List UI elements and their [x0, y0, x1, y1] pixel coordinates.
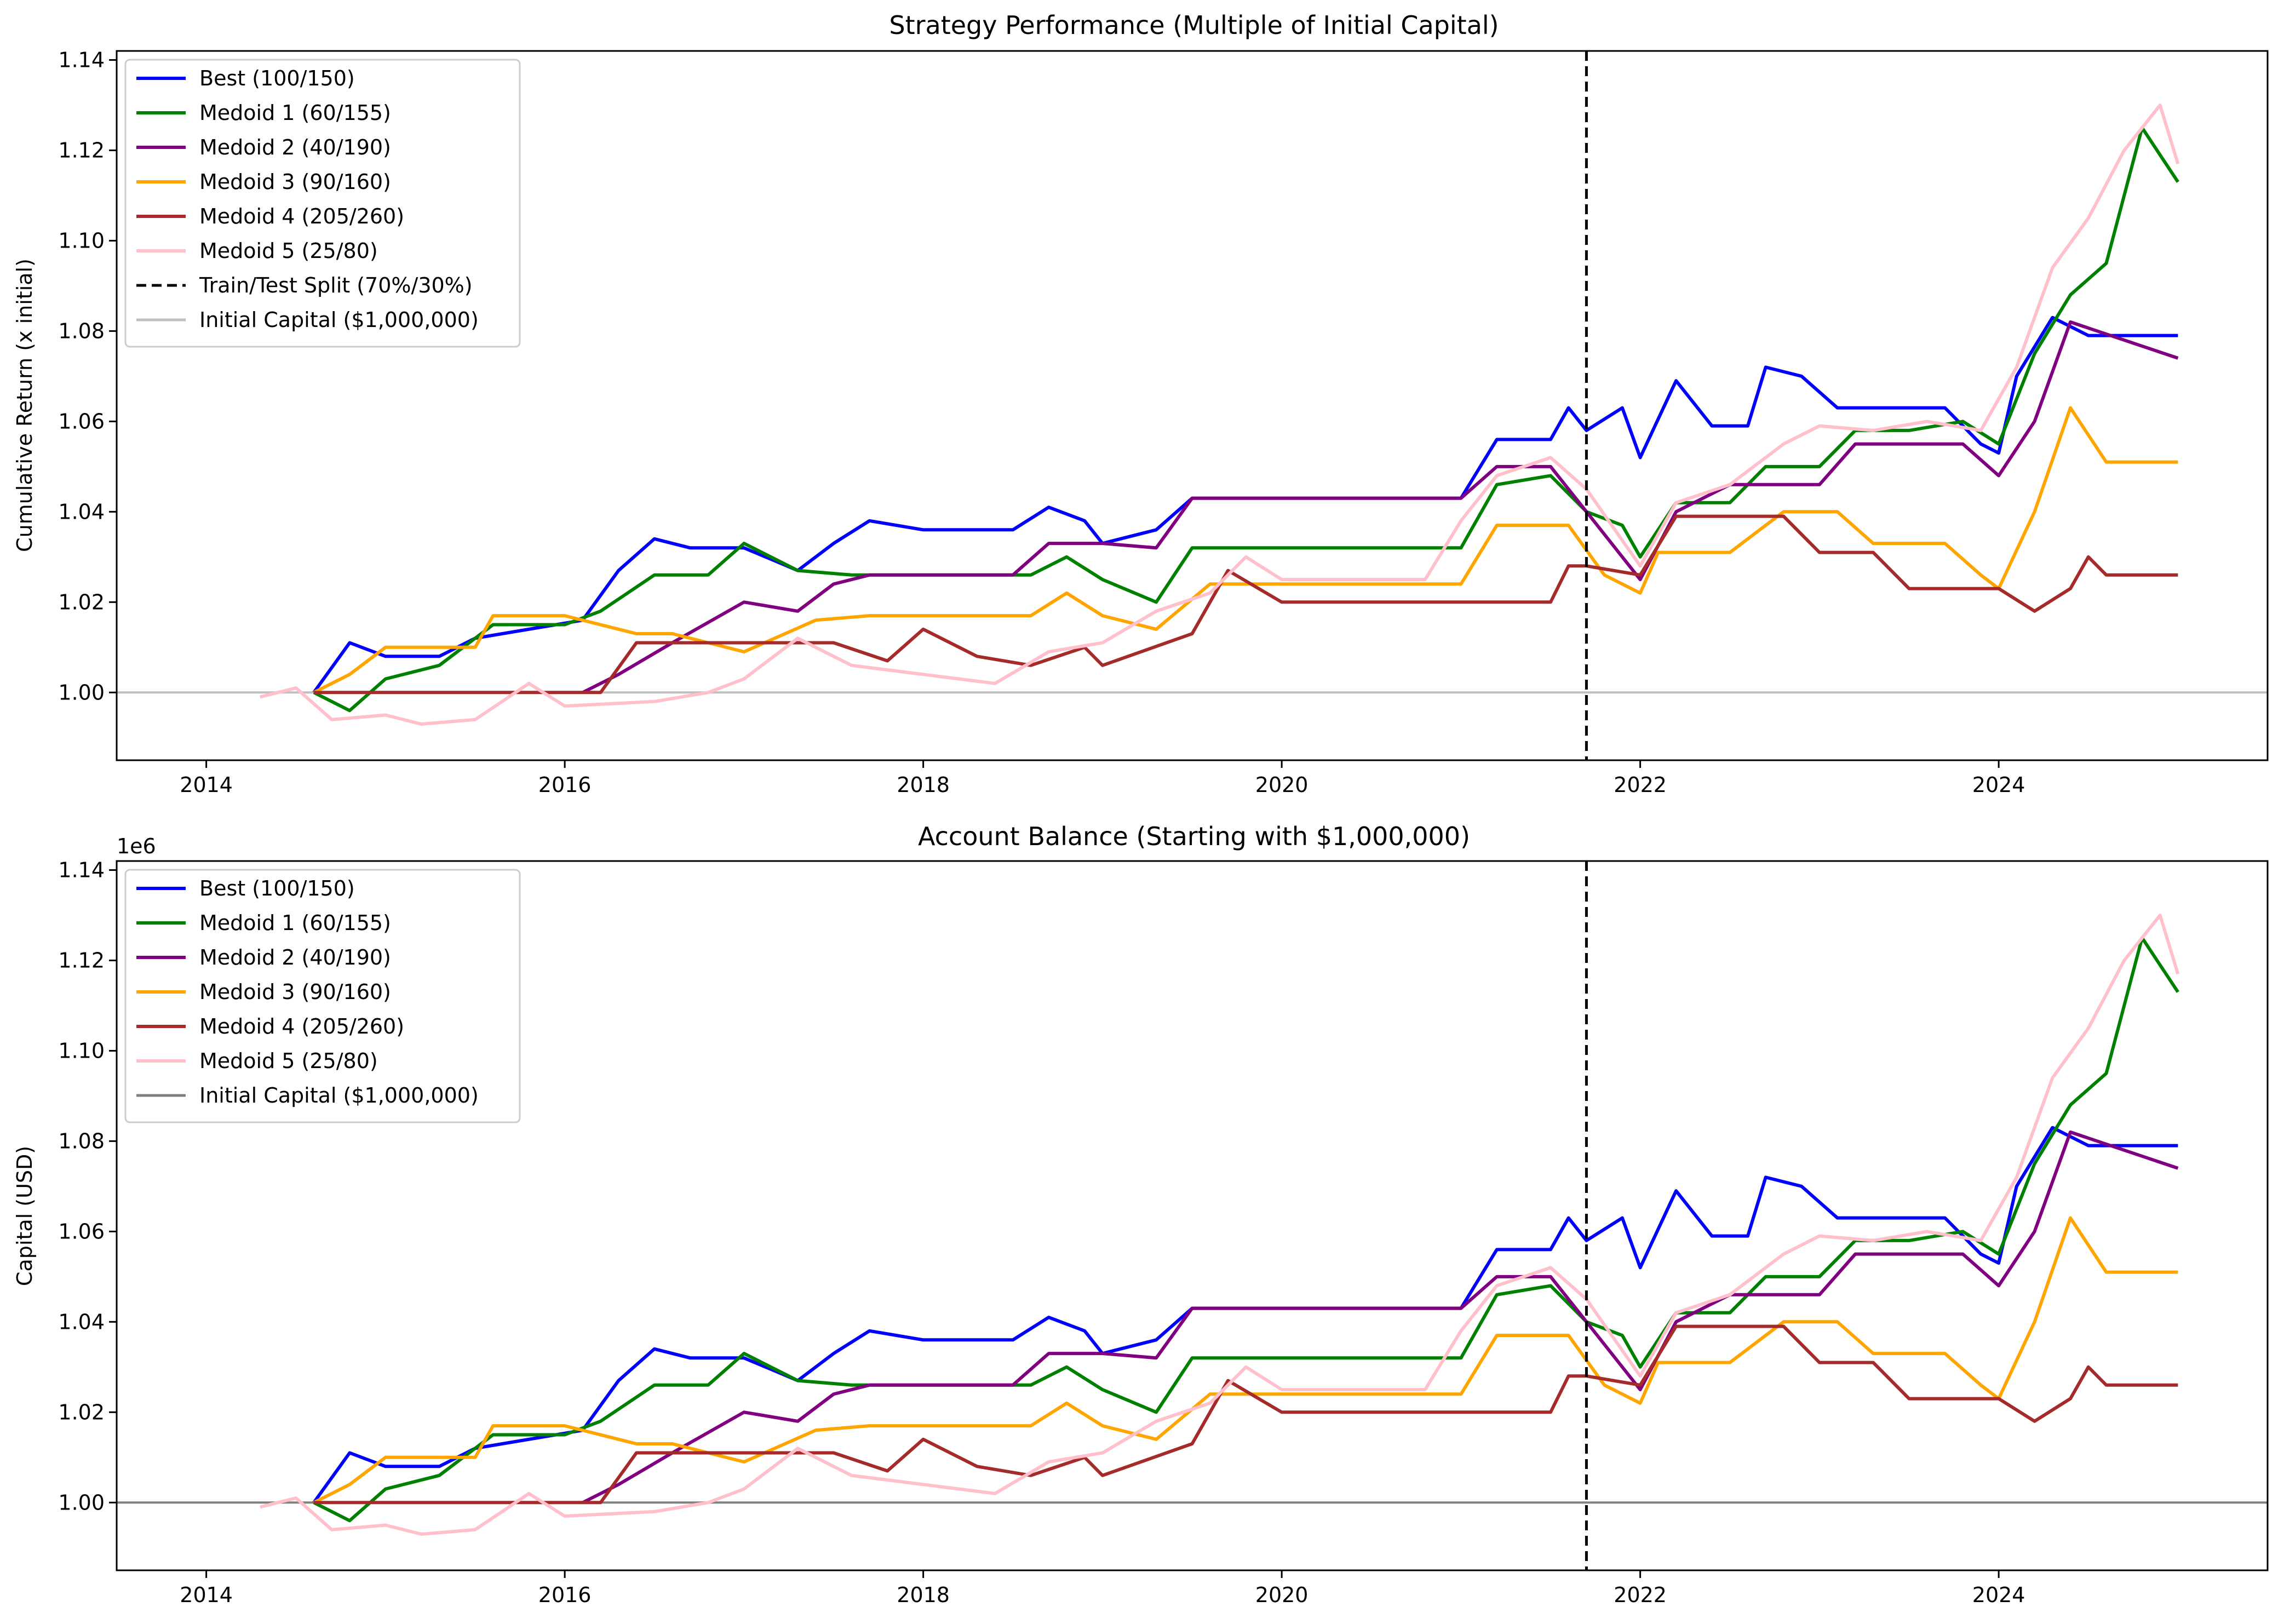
- bottom-series-line-medoid-4-205-260: [314, 1324, 2178, 1505]
- top-chart-lines: [117, 51, 2268, 760]
- bottom-x-tick-label: 2022: [1614, 1583, 1667, 1607]
- bottom-legend-label-medoid-1-60-155: Medoid 1 (60/155): [199, 911, 391, 935]
- bottom-chart-legend: Best (100/150) Medoid 1 (60/155) Medoid 2 …: [124, 869, 521, 1123]
- top-legend-label-initial-capital-1-000-000: Initial Capital ($1,000,000): [199, 308, 479, 332]
- top-chart-title: Strategy Performance (Multiple of Initia…: [889, 10, 1499, 40]
- bottom-y-tick-label: 1.12: [58, 948, 105, 972]
- top-x-tick-label: 2022: [1614, 773, 1667, 797]
- top-y-tick-label: 1.00: [58, 680, 105, 704]
- top-x-tick-label: 2020: [1255, 773, 1309, 797]
- bottom-x-tick-label: 2016: [538, 1583, 592, 1607]
- top-legend-box: [124, 59, 521, 348]
- top-y-tick-label: 1.02: [58, 590, 105, 614]
- bottom-chart-panel: Account Balance (Starting with $1,000,00…: [13, 822, 2269, 1607]
- bottom-y-tick-label: 1.08: [58, 1129, 105, 1153]
- top-x-tick-label: 2016: [538, 773, 592, 797]
- top-legend-label-train-test-split-70-30: Train/Test Split (70%/30%): [199, 273, 473, 297]
- top-x-tick-label: 2018: [897, 773, 950, 797]
- top-y-tick-label: 1.10: [58, 228, 105, 253]
- bottom-y-tick-label: 1.06: [58, 1219, 105, 1243]
- bottom-chart-lines: [117, 861, 2268, 1570]
- top-x-tick-label: 2024: [1972, 773, 2025, 797]
- bottom-legend-label-medoid-4-205-260: Medoid 4 (205/260): [199, 1014, 404, 1038]
- bottom-chart-plot-area: 2014 2016 2018 2020 2022 2024 1.00 1.02 1.04 1.06…: [58, 858, 2268, 1607]
- bottom-series-line-medoid-5-25-80: [260, 914, 2180, 1536]
- top-y-tick-label: 1.08: [58, 319, 105, 343]
- bottom-legend-label-medoid-3-90-160: Medoid 3 (90/160): [199, 980, 391, 1004]
- top-y-tick-label: 1.06: [58, 409, 105, 433]
- bottom-chart-title: Account Balance (Starting with $1,000,00…: [918, 822, 1470, 851]
- bottom-chart-offset-label: 1e6: [117, 834, 156, 858]
- bottom-y-tick-label: 1.04: [58, 1310, 105, 1334]
- top-y-tick-label: 1.14: [58, 48, 105, 72]
- top-chart-frame: [116, 50, 2269, 761]
- top-legend-label-medoid-3-90-160: Medoid 3 (90/160): [199, 170, 391, 194]
- top-series-line-medoid-2-40-190: [582, 320, 2179, 694]
- bottom-legend-label-best-100-150: Best (100/150): [199, 876, 355, 900]
- bottom-y-tick-label: 1.02: [58, 1400, 105, 1424]
- bottom-y-tick-label: 1.14: [58, 858, 105, 882]
- top-chart-panel: Strategy Performance (Multiple of Initia…: [13, 10, 2269, 797]
- bottom-y-tick-label: 1.10: [58, 1038, 105, 1063]
- top-y-tick-label: 1.04: [58, 500, 105, 524]
- top-legend-label-medoid-1-60-155: Medoid 1 (60/155): [199, 101, 391, 125]
- bottom-x-tick-label: 2018: [897, 1583, 950, 1607]
- bottom-legend-label-medoid-5-25-80: Medoid 5 (25/80): [199, 1049, 378, 1073]
- top-y-tick-label: 1.12: [58, 138, 105, 162]
- bottom-x-tick-label: 2024: [1972, 1583, 2025, 1607]
- top-series-line-medoid-1-60-155: [313, 126, 2179, 713]
- bottom-y-tick-label: 1.00: [58, 1490, 105, 1514]
- top-legend-label-medoid-5-25-80: Medoid 5 (25/80): [199, 239, 378, 263]
- top-series-line-medoid-4-205-260: [314, 514, 2178, 695]
- top-series-line-medoid-3-90-160: [313, 406, 2178, 694]
- top-chart-legend: Best (100/150) Medoid 1 (60/155) Medoid 2 …: [124, 59, 521, 348]
- bottom-series-line-medoid-1-60-155: [313, 936, 2179, 1523]
- bottom-series-line-medoid-3-90-160: [313, 1216, 2178, 1504]
- bottom-chart-frame: [116, 860, 2269, 1571]
- bottom-legend-label-initial-capital-1-000-000: Initial Capital ($1,000,000): [199, 1083, 479, 1107]
- bottom-x-tick-label: 2014: [180, 1583, 233, 1607]
- top-x-tick-label: 2014: [180, 773, 233, 797]
- top-legend-label-medoid-2-40-190: Medoid 2 (40/190): [199, 135, 391, 159]
- bottom-series-line-medoid-2-40-190: [582, 1130, 2179, 1504]
- bottom-legend-label-medoid-2-40-190: Medoid 2 (40/190): [199, 945, 391, 969]
- top-legend-label-medoid-4-205-260: Medoid 4 (205/260): [199, 204, 404, 228]
- top-chart-y-axis-label: Cumulative Return (x initial): [13, 259, 37, 552]
- top-chart-plot-area: 2014 2016 2018 2020 2022 2024 1.00 1.02 1.04 1.06…: [58, 48, 2268, 797]
- bottom-legend-box: [124, 869, 521, 1123]
- top-series-line-medoid-5-25-80: [260, 104, 2180, 726]
- bottom-x-tick-label: 2020: [1255, 1583, 1309, 1607]
- top-legend-label-best-100-150: Best (100/150): [199, 66, 355, 90]
- bottom-chart-y-axis-label: Capital (USD): [13, 1146, 37, 1286]
